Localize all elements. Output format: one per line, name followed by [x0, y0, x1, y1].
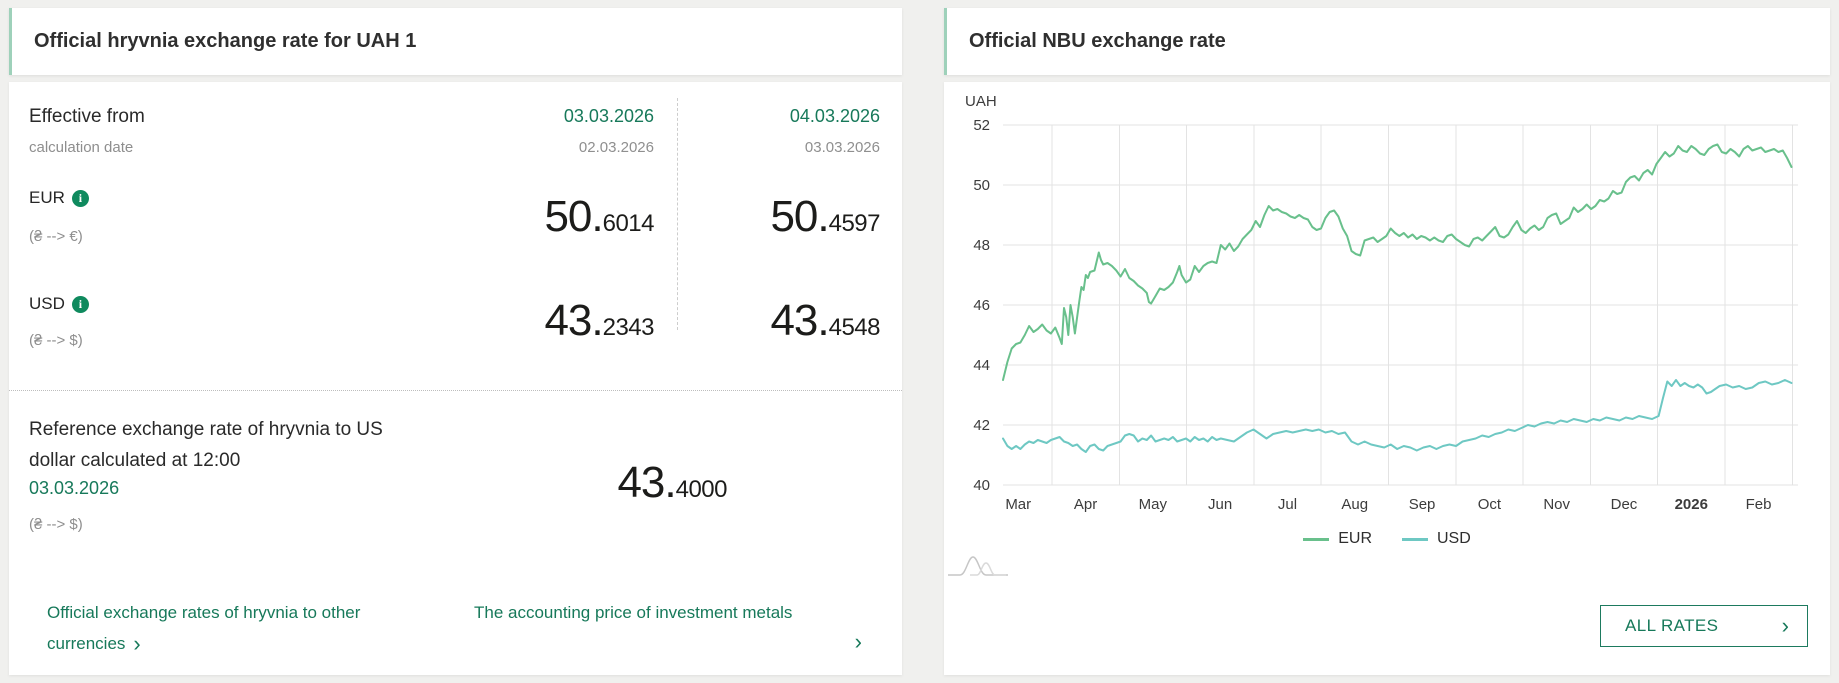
eur-rate-col1: 50.6014	[544, 192, 654, 241]
reference-pair: (₴ --> $)	[29, 516, 83, 533]
usd-code: USD	[29, 294, 65, 313]
left-card-header: Official hryvnia exchange rate for UAH 1	[9, 8, 902, 75]
calculation-date-label: calculation date	[29, 139, 134, 156]
chart-legend: EUR USD	[944, 530, 1830, 548]
eur-code: EUR	[29, 188, 65, 207]
section-divider	[9, 390, 902, 391]
svg-text:Jun: Jun	[1208, 496, 1232, 513]
svg-text:2026: 2026	[1675, 496, 1708, 513]
usd-rate-col1: 43.2343	[544, 296, 654, 345]
svg-text:46: 46	[973, 297, 990, 314]
eur-rate-col2: 50.4597	[770, 192, 880, 241]
svg-text:Feb: Feb	[1746, 496, 1772, 513]
col2-calculation-date: 03.03.2026	[804, 139, 880, 156]
col1-calculation-date: 02.03.2026	[578, 139, 654, 156]
svg-text:52: 52	[973, 117, 990, 134]
left-card-body: Effective from calculation date 03.03.20…	[9, 82, 902, 675]
link-investment-metals[interactable]: The accounting price of investment metal…	[474, 603, 862, 654]
right-card-header: Official NBU exchange rate	[944, 8, 1830, 75]
svg-text:48: 48	[973, 237, 990, 254]
all-rates-button[interactable]: ALL RATES ›	[1600, 605, 1808, 647]
eur-row-label: EUR i	[29, 188, 89, 208]
reference-rate-value: 43.4000	[617, 458, 727, 507]
svg-text:42: 42	[973, 417, 990, 434]
svg-text:44: 44	[973, 357, 990, 374]
waves-icon	[948, 556, 1008, 576]
usd-pair: (₴ --> $)	[29, 332, 83, 349]
left-card-title: Official hryvnia exchange rate for UAH 1	[34, 30, 417, 52]
usd-row-label: USD i	[29, 294, 89, 314]
svg-text:Aug: Aug	[1341, 496, 1368, 513]
chevron-right-icon: ›	[854, 629, 862, 654]
col2-effective-date: 04.03.2026	[789, 106, 880, 126]
eur-info-icon[interactable]: i	[71, 189, 89, 207]
right-card-title: Official NBU exchange rate	[969, 30, 1226, 52]
usd-info-icon[interactable]: i	[71, 295, 89, 313]
svg-text:Nov: Nov	[1543, 496, 1570, 513]
legend-item-eur[interactable]: EUR	[1303, 530, 1372, 548]
chevron-right-icon: ›	[133, 631, 141, 656]
svg-text:50: 50	[973, 177, 990, 194]
effective-from-label: Effective from	[29, 106, 145, 127]
svg-text:Dec: Dec	[1611, 496, 1638, 513]
reference-date: 03.03.2026	[29, 478, 120, 498]
usd-rate-col2: 43.4548	[770, 296, 880, 345]
svg-text:Apr: Apr	[1074, 496, 1097, 513]
eur-line-swatch	[1303, 537, 1330, 541]
svg-text:Sep: Sep	[1409, 496, 1436, 513]
y-axis-unit-label: UAH	[965, 93, 997, 110]
svg-text:Mar: Mar	[1005, 496, 1031, 513]
reference-text-line1: Reference exchange rate of hryvnia to US	[29, 419, 383, 440]
col1-effective-date: 03.03.2026	[563, 106, 654, 126]
svg-text:40: 40	[973, 477, 990, 494]
usd-line-swatch	[1402, 537, 1428, 541]
exchange-rate-chart: 52 50 48 46 44 42 40 Mar Apr May Jun Jul Aug Sep Oct No…	[973, 117, 1798, 513]
reference-text-line2: dollar calculated at 12:00	[29, 450, 241, 471]
right-card-body: UAH 52 50 48 46 44 42 40 Mar Apr May Jun Jul Aug Sep O…	[944, 82, 1830, 675]
column-divider	[677, 98, 678, 330]
legend-item-usd[interactable]: USD	[1402, 530, 1471, 548]
chevron-right-icon: ›	[1781, 613, 1789, 638]
svg-text:Jul: Jul	[1278, 496, 1297, 513]
link-other-currencies[interactable]: Official exchange rates of hryvnia to ot…	[47, 603, 361, 656]
svg-text:May: May	[1139, 496, 1168, 513]
eur-pair: (₴ --> €)	[29, 228, 83, 245]
svg-text:Oct: Oct	[1478, 496, 1502, 513]
